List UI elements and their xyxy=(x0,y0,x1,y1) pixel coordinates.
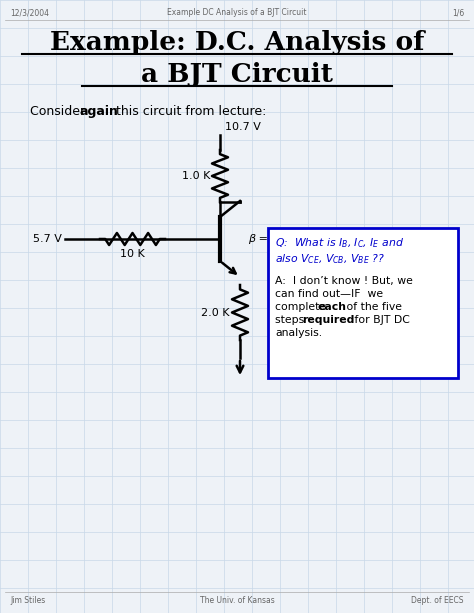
Text: Dept. of EECS: Dept. of EECS xyxy=(411,596,464,605)
Text: this circuit from lecture:: this circuit from lecture: xyxy=(112,105,266,118)
Text: of the five: of the five xyxy=(343,302,402,312)
Text: The Univ. of Kansas: The Univ. of Kansas xyxy=(200,596,274,605)
Bar xyxy=(268,228,458,378)
Text: 2.0 K: 2.0 K xyxy=(201,308,230,318)
Text: each: each xyxy=(318,302,347,312)
Text: Q:  What is $I_B$, $I_C$, $I_E$ and: Q: What is $I_B$, $I_C$, $I_E$ and xyxy=(275,236,404,250)
Text: for BJT DC: for BJT DC xyxy=(351,315,410,325)
Text: analysis.: analysis. xyxy=(275,328,322,338)
Text: can find out—IF  we: can find out—IF we xyxy=(275,289,383,299)
Text: a BJT Circuit: a BJT Circuit xyxy=(141,62,333,87)
Text: 10 K: 10 K xyxy=(120,249,145,259)
Text: β = 99: β = 99 xyxy=(248,234,286,244)
Text: complete: complete xyxy=(275,302,329,312)
Text: 5.7 V: 5.7 V xyxy=(33,234,62,244)
Text: Example: D.C. Analysis of: Example: D.C. Analysis of xyxy=(50,30,424,55)
Text: Jim Stiles: Jim Stiles xyxy=(10,596,45,605)
Text: 10.7 V: 10.7 V xyxy=(225,122,261,132)
Text: required: required xyxy=(302,315,355,325)
Text: again: again xyxy=(80,105,119,118)
Text: 12/3/2004: 12/3/2004 xyxy=(10,8,49,17)
Text: Example DC Analysis of a BJT Circuit: Example DC Analysis of a BJT Circuit xyxy=(167,8,307,17)
Text: A:  I don’t know ! But, we: A: I don’t know ! But, we xyxy=(275,276,413,286)
Text: steps: steps xyxy=(275,315,308,325)
Text: 1/6: 1/6 xyxy=(452,8,464,17)
Text: Consider: Consider xyxy=(30,105,89,118)
Text: also $V_{CE}$, $V_{CB}$, $V_{BE}$ ??: also $V_{CE}$, $V_{CB}$, $V_{BE}$ ?? xyxy=(275,252,385,266)
Text: 1.0 K: 1.0 K xyxy=(182,171,210,181)
